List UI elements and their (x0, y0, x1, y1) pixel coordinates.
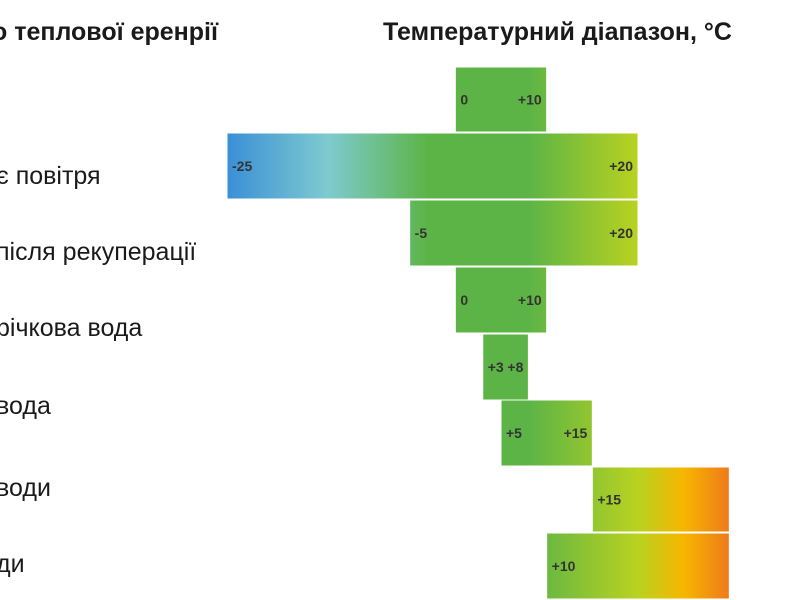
range-bar-3 (454, 266, 548, 334)
range-bar-7 (546, 532, 730, 600)
range-start-label-4: +3 (488, 359, 504, 375)
range-end-label-5: +15 (564, 425, 588, 441)
range-start-label-7: +10 (552, 558, 576, 574)
temperature-range-header: Температурний діапазон, °C (383, 18, 732, 46)
range-start-label-1: -25 (232, 158, 252, 174)
range-end-label-0: +10 (518, 92, 542, 108)
range-end-label-4: +8 (507, 359, 523, 375)
range-end-label-3: +10 (518, 292, 542, 308)
range-end-label-1: +20 (609, 158, 633, 174)
left-column-header: о теплової еренрії (0, 18, 219, 46)
range-bar-0 (454, 66, 548, 133)
range-start-label-5: +5 (506, 425, 522, 441)
range-end-label-2: +20 (609, 225, 633, 241)
range-start-label-0: 0 (460, 92, 468, 108)
category-label-2: після рекуперації (0, 238, 197, 266)
category-label-1: є повітря (0, 162, 101, 190)
range-bar-5 (500, 399, 593, 467)
range-start-label-3: 0 (460, 292, 468, 308)
range-bar-4 (482, 333, 529, 401)
category-label-6: ди (0, 550, 25, 578)
range-start-label-6: +15 (597, 492, 621, 508)
category-label-3: річкова вода (0, 314, 143, 342)
range-bar-2 (409, 199, 639, 267)
category-label-5: води (0, 474, 51, 502)
range-bar-6 (591, 466, 730, 533)
range-start-label-2: -5 (415, 225, 428, 241)
category-label-4: вода (0, 392, 51, 420)
range-bar-1 (226, 132, 639, 200)
